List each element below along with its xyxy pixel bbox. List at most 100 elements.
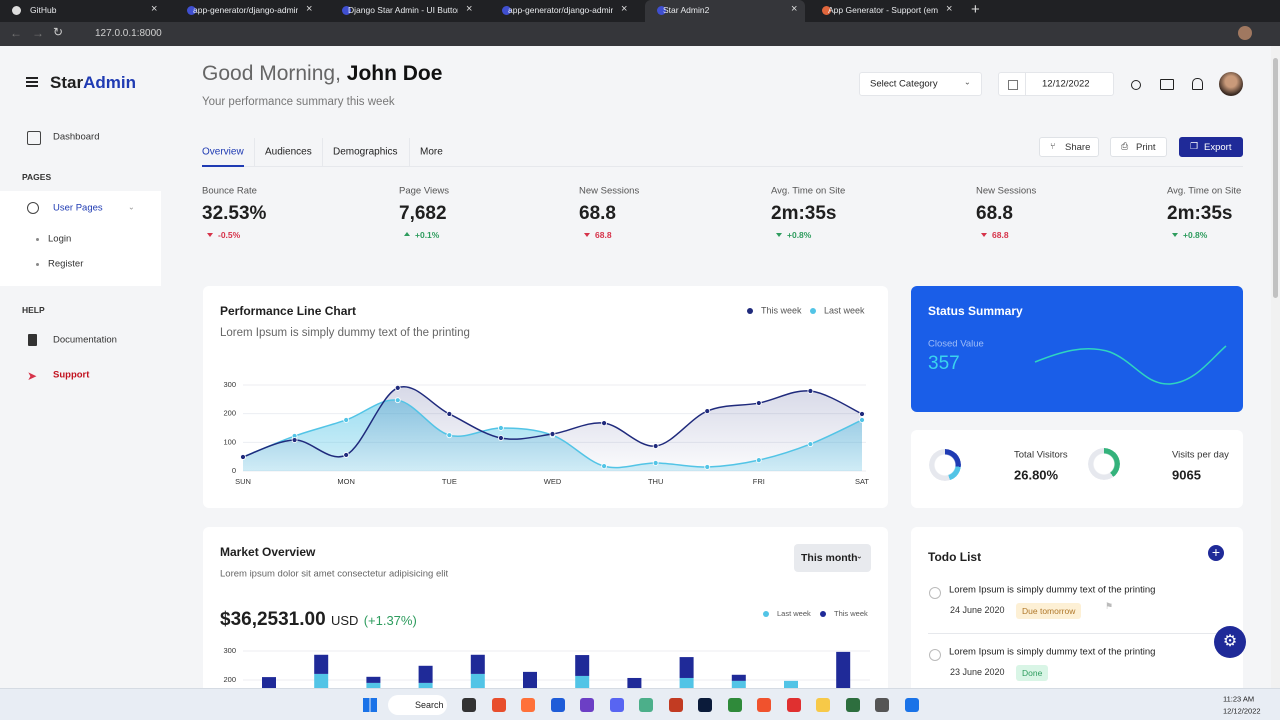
browser-tab[interactable]: Django Star Admin - UI Buttons | × <box>330 0 480 22</box>
doc-icon <box>28 334 37 346</box>
donut <box>1088 448 1120 480</box>
browser-tab[interactable]: App Generator - Support (email × <box>810 0 960 22</box>
stat-label: Bounce Rate <box>202 185 257 197</box>
avatar[interactable] <box>1219 72 1243 96</box>
start-button[interactable] <box>363 698 377 712</box>
taskbar-app[interactable] <box>845 698 860 712</box>
nav-forward[interactable]: → <box>32 26 44 40</box>
tab-favicon <box>342 6 351 15</box>
profile[interactable] <box>1238 26 1252 40</box>
tab-close[interactable]: × <box>946 3 953 15</box>
trend-arrow <box>584 233 590 237</box>
taskbar-app[interactable] <box>609 698 624 712</box>
reload[interactable]: ↻ <box>53 25 64 39</box>
taskbar-app[interactable] <box>786 698 801 712</box>
action-icon: ❐ <box>1190 141 1199 151</box>
nav-dashboard[interactable]: Dashboard <box>53 131 100 143</box>
tab-title: GitHub <box>30 5 57 15</box>
taskbar-search[interactable]: Search <box>388 695 447 715</box>
browser-tab[interactable]: Star Admin2 × <box>645 0 805 22</box>
menu-toggle[interactable] <box>26 77 38 87</box>
caret: ⌄ <box>128 202 135 212</box>
tab-close[interactable]: × <box>466 3 473 15</box>
address-bar: ← → ↻ 127.0.0.1:8000 <box>0 22 1280 46</box>
calendar-icon <box>1008 80 1018 90</box>
nav-user-pages[interactable]: User Pages <box>53 202 103 214</box>
checkbox[interactable] <box>929 649 941 661</box>
taskbar-app[interactable] <box>698 698 712 712</box>
settings-button[interactable]: ⚙ <box>1214 626 1246 658</box>
status-label: Closed Value <box>928 338 984 350</box>
mail-icon[interactable] <box>1160 79 1174 90</box>
taskbar-app[interactable] <box>550 698 565 712</box>
section-heading: HELP <box>22 305 45 315</box>
page-tab[interactable]: Audiences <box>265 146 312 158</box>
date-picker[interactable]: 12/12/2022 <box>998 72 1114 96</box>
nav-login[interactable]: Login <box>48 233 72 245</box>
add-todo[interactable]: + <box>1208 545 1224 561</box>
tab-favicon <box>12 6 21 15</box>
brand[interactable]: StarAdmin <box>50 73 136 93</box>
taskbar-app[interactable] <box>580 698 594 712</box>
taskbar-app[interactable] <box>462 698 476 712</box>
divider <box>1025 73 1026 95</box>
browser-tab[interactable]: GitHub × <box>0 0 165 22</box>
action-button[interactable]: ❐ Export <box>1179 137 1243 157</box>
nav-support[interactable]: Support <box>53 369 90 381</box>
taskbar-app[interactable] <box>521 698 535 712</box>
tab-close[interactable]: × <box>306 3 313 15</box>
browser-tab[interactable]: app-generator/django-admin-st × <box>175 0 320 22</box>
action-button[interactable]: ⑂ Share <box>1039 137 1099 157</box>
todo-card <box>911 527 1243 720</box>
category-select[interactable]: Select Category ⌄ <box>859 72 982 96</box>
taskbar-app[interactable] <box>757 698 771 712</box>
taskbar-app[interactable] <box>875 698 889 712</box>
scrollbar <box>1271 46 1280 688</box>
tab-close[interactable]: × <box>151 3 158 15</box>
bell-icon[interactable] <box>1192 78 1203 90</box>
tab-separator <box>322 138 323 166</box>
taskbar-app[interactable] <box>668 698 683 712</box>
stat-change: +0.8% <box>1183 230 1208 240</box>
action-button[interactable]: ⎙ Print <box>1110 137 1167 157</box>
period-select[interactable]: This month ⌄ <box>794 544 871 572</box>
search-icon[interactable] <box>1131 80 1141 90</box>
nav-back[interactable]: ← <box>10 26 22 40</box>
page-tab[interactable]: Demographics <box>333 146 398 158</box>
page-tab[interactable]: Overview <box>202 146 244 158</box>
performance-card <box>203 286 888 508</box>
caret: ⌄ <box>964 77 971 87</box>
checkbox[interactable] <box>929 587 941 599</box>
taskbar-app[interactable] <box>816 698 830 712</box>
total-visitors-label: Total Visitors <box>1014 449 1068 461</box>
category-label: Select Category <box>870 78 938 90</box>
taskbar-app[interactable] <box>639 698 653 712</box>
new-tab[interactable]: + <box>971 1 980 18</box>
currency: USD <box>330 613 359 628</box>
taskbar-app[interactable] <box>727 698 742 712</box>
browser-tab[interactable]: app-generator/django-admin-st × <box>490 0 635 22</box>
url[interactable]: 127.0.0.1:8000 <box>95 28 162 39</box>
user-name: John Doe <box>346 62 443 85</box>
taskbar-app[interactable] <box>491 698 506 712</box>
nav-register[interactable]: Register <box>48 258 84 270</box>
greeting-subtitle: Your performance summary this week <box>202 96 395 108</box>
tab-favicon <box>502 6 511 15</box>
page-tab[interactable]: More <box>420 146 443 158</box>
greeting: Good Morning, John Doe <box>202 62 442 86</box>
nav-documentation[interactable]: Documentation <box>53 334 117 346</box>
todo-divider <box>928 633 1216 634</box>
tab-close[interactable]: × <box>621 3 628 15</box>
taskbar-app[interactable] <box>904 698 919 712</box>
stat-value: 2m:35s <box>1167 203 1233 224</box>
tab-title: app-generator/django-admin-st <box>508 5 613 15</box>
stat-label: Page Views <box>399 185 449 197</box>
stat-change: 68.8 <box>595 230 612 240</box>
visitors-card <box>911 430 1243 508</box>
stat-value: 68.8 <box>579 203 616 224</box>
card-title: Market Overview <box>220 545 316 559</box>
action-icon: ⑂ <box>1050 141 1056 151</box>
tab-close[interactable]: × <box>791 3 798 15</box>
tab-favicon <box>657 6 666 15</box>
stat-value: 68.8 <box>976 203 1013 224</box>
